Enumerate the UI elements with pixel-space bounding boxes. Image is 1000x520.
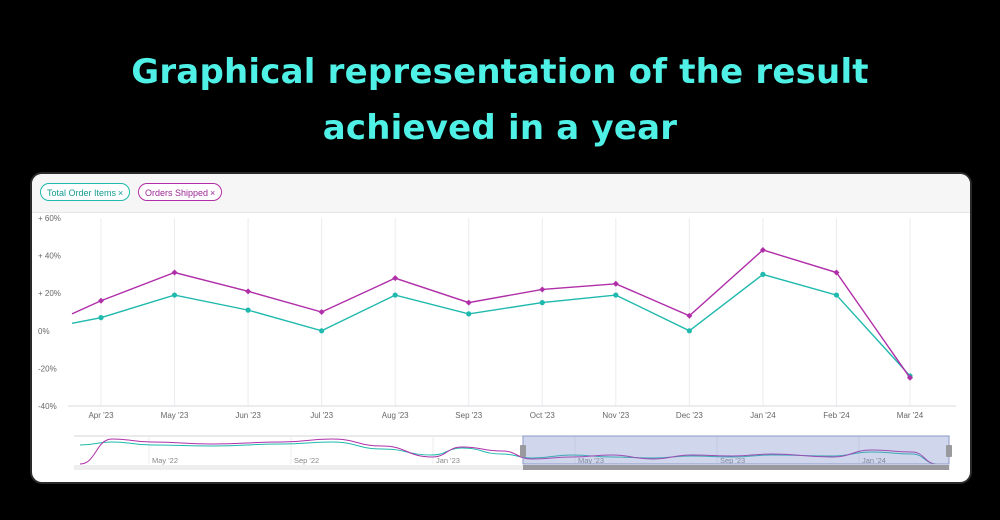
- y-axis: + 60% + 40% + 20% 0% -20% -40%: [38, 214, 61, 411]
- x-tick-label: Oct '23: [530, 411, 556, 420]
- close-icon[interactable]: ×: [210, 188, 216, 198]
- scrollbar-track: [74, 465, 950, 470]
- x-tick-label: Jul '23: [310, 411, 333, 420]
- data-point: [760, 271, 766, 277]
- x-tick-label: Dec '23: [676, 411, 703, 420]
- legend-chip-orders-shipped[interactable]: Orders Shipped ×: [138, 183, 223, 201]
- data-point: [833, 269, 840, 276]
- navigator-selection: [522, 435, 950, 465]
- data-point: [465, 299, 472, 306]
- navigator-tick-label: Jan '24: [862, 456, 886, 465]
- data-point: [245, 288, 252, 295]
- legend-chip-label: Total Order Items: [47, 188, 117, 198]
- navigator-tick-label: Sep '22: [294, 456, 319, 465]
- data-point: [466, 311, 472, 317]
- data-point: [171, 292, 178, 298]
- legend-bar: Total Order Items × Orders Shipped ×: [32, 174, 970, 213]
- data-point: [833, 292, 840, 298]
- chart-card: Total Order Items × Orders Shipped × + 60%…: [32, 174, 970, 482]
- x-axis: Apr '23 May '23 Jun '23 Jul '23 Aug '23 Sep '…: [88, 411, 923, 420]
- x-tick-label: Apr '23: [88, 411, 114, 420]
- data-point: [612, 280, 619, 287]
- y-tick-label: + 40%: [38, 252, 61, 261]
- data-point: [392, 275, 399, 282]
- line-chart: + 60% + 40% + 20% 0% -20% -40% Apr '23 May '23…: [38, 214, 956, 470]
- navigator-series-orders-shipped: [79, 438, 938, 465]
- grid-layer: [68, 218, 956, 407]
- navigator-tick-label: May '23: [578, 456, 604, 465]
- navigator[interactable]: May '22 Sep '22 Jan '23 May '23 Sep '23 Jan '…: [74, 435, 952, 470]
- navigator-tick-label: May '22: [152, 456, 178, 465]
- y-tick-label: -20%: [38, 364, 57, 373]
- x-tick-label: Feb '24: [823, 411, 850, 420]
- scrollbar-thumb: [523, 465, 949, 470]
- y-tick-label: -40%: [38, 402, 57, 411]
- series-line-total-order-items: [71, 273, 911, 377]
- headline-line-1: Graphical representation of the result: [131, 52, 869, 92]
- data-point: [613, 292, 619, 298]
- x-tick-label: May '23: [161, 411, 189, 420]
- navigator-tick-label: Sep '23: [720, 456, 745, 465]
- x-tick-label: Jun '23: [235, 411, 261, 420]
- x-tick-label: Sep '23: [455, 411, 482, 420]
- data-point: [318, 309, 325, 315]
- y-tick-label: + 20%: [38, 289, 61, 298]
- series-layer: [71, 246, 913, 381]
- page-headline: Graphical representation of the result a…: [0, 44, 1000, 156]
- x-tick-label: Jan '24: [750, 411, 776, 420]
- data-point: [245, 307, 251, 313]
- legend-chip-label: Orders Shipped: [145, 188, 209, 198]
- data-point: [98, 297, 104, 304]
- data-point: [98, 315, 104, 321]
- data-point: [392, 292, 398, 298]
- navigator-handle-right: [946, 445, 952, 457]
- x-tick-label: Nov '23: [602, 411, 629, 420]
- navigator-tick-label: Jan '23: [436, 456, 460, 465]
- data-point: [539, 286, 546, 293]
- x-tick-label: Aug '23: [382, 411, 409, 420]
- y-tick-label: + 60%: [38, 214, 61, 223]
- close-icon[interactable]: ×: [118, 188, 124, 198]
- data-point: [539, 300, 545, 306]
- y-tick-label: 0%: [38, 327, 50, 336]
- data-point: [759, 246, 766, 253]
- navigator-handle-left: [520, 445, 526, 457]
- series-line-orders-shipped: [71, 249, 911, 379]
- x-tick-label: Mar '24: [897, 411, 924, 420]
- data-point: [686, 328, 692, 334]
- data-point: [171, 269, 178, 276]
- headline-line-2: achieved in a year: [322, 108, 678, 148]
- data-point: [907, 374, 913, 381]
- data-point: [686, 312, 693, 319]
- legend-chip-total-order-items[interactable]: Total Order Items ×: [40, 183, 131, 201]
- data-point: [319, 328, 325, 334]
